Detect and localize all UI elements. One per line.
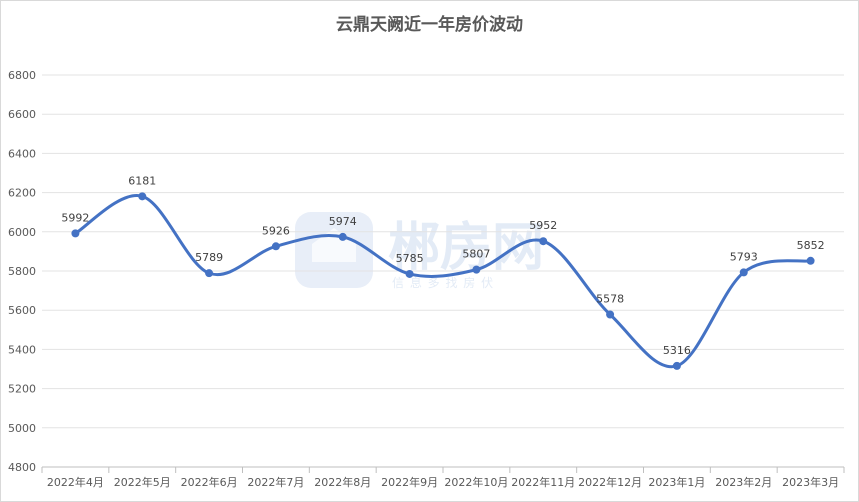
x-tick-label: 2022年6月 bbox=[181, 475, 238, 489]
gridlines bbox=[42, 74, 844, 468]
data-point bbox=[806, 256, 815, 265]
watermark-subtext: 信 息 多 找 房 伏 bbox=[392, 275, 494, 290]
data-point bbox=[205, 269, 214, 278]
y-tick-label: 5800 bbox=[8, 265, 36, 278]
x-tick-label: 2022年10月 bbox=[444, 475, 508, 489]
data-point bbox=[606, 310, 615, 319]
data-label: 5578 bbox=[596, 293, 624, 306]
data-point bbox=[539, 237, 548, 246]
watermark-text: 郴房网 bbox=[388, 218, 544, 278]
y-tick-label: 5200 bbox=[8, 383, 36, 396]
data-label: 5952 bbox=[529, 219, 557, 232]
data-label: 5974 bbox=[329, 215, 357, 228]
x-tick-label: 2023年2月 bbox=[715, 475, 772, 489]
y-tick-label: 6200 bbox=[8, 187, 36, 200]
y-tick-label: 4800 bbox=[8, 461, 36, 474]
chart-title: 云鼎天阙近一年房价波动 bbox=[336, 15, 523, 35]
y-tick-label: 5000 bbox=[8, 422, 36, 435]
x-tick-label: 2022年7月 bbox=[247, 475, 304, 489]
y-tick-label: 6000 bbox=[8, 226, 36, 239]
data-points bbox=[71, 192, 815, 370]
data-label: 5926 bbox=[262, 224, 290, 237]
series-line bbox=[74, 194, 811, 369]
data-label: 6181 bbox=[128, 174, 156, 187]
x-tick-label: 2023年1月 bbox=[648, 475, 705, 489]
data-labels: 5992 6181 5789 5926 5974 5785 5807 5952 5578 5316… bbox=[61, 174, 824, 357]
data-label: 5789 bbox=[195, 251, 223, 264]
x-tick-label: 2022年11月 bbox=[511, 475, 575, 489]
x-tick-label: 2022年4月 bbox=[47, 475, 104, 489]
data-point bbox=[271, 242, 280, 251]
x-tick-label: 2022年9月 bbox=[381, 475, 438, 489]
data-point bbox=[138, 192, 147, 201]
y-tick-label: 6800 bbox=[8, 69, 36, 82]
data-label: 5785 bbox=[396, 252, 424, 265]
data-point bbox=[472, 265, 481, 274]
data-label: 5316 bbox=[663, 344, 691, 357]
y-tick-label: 6400 bbox=[8, 147, 36, 160]
data-label: 5852 bbox=[797, 239, 825, 252]
x-tick-label: 2023年3月 bbox=[782, 475, 839, 489]
data-point bbox=[405, 269, 414, 278]
x-axis-ticks: 2022年4月 2022年5月 2022年6月 2022年7月 2022年8月 2022年… bbox=[41, 467, 845, 489]
y-tick-label: 5600 bbox=[8, 304, 36, 317]
data-point bbox=[338, 232, 347, 241]
watermark-logo: 郴房网 信 息 多 找 房 伏 bbox=[295, 212, 544, 290]
x-tick-label: 2022年5月 bbox=[114, 475, 171, 489]
data-point bbox=[71, 229, 80, 238]
data-point bbox=[672, 361, 681, 370]
y-tick-label: 5400 bbox=[8, 343, 36, 356]
x-tick-label: 2022年12月 bbox=[578, 475, 642, 489]
y-tick-label: 6600 bbox=[8, 108, 36, 121]
data-label: 5992 bbox=[61, 211, 89, 224]
data-point bbox=[739, 268, 748, 277]
data-label: 5807 bbox=[462, 248, 490, 261]
data-label: 5793 bbox=[730, 250, 758, 263]
y-axis-ticks: 4800 5000 5200 5400 5600 5800 6000 6200 6400 6600… bbox=[8, 69, 36, 474]
x-tick-label: 2022年8月 bbox=[314, 475, 371, 489]
